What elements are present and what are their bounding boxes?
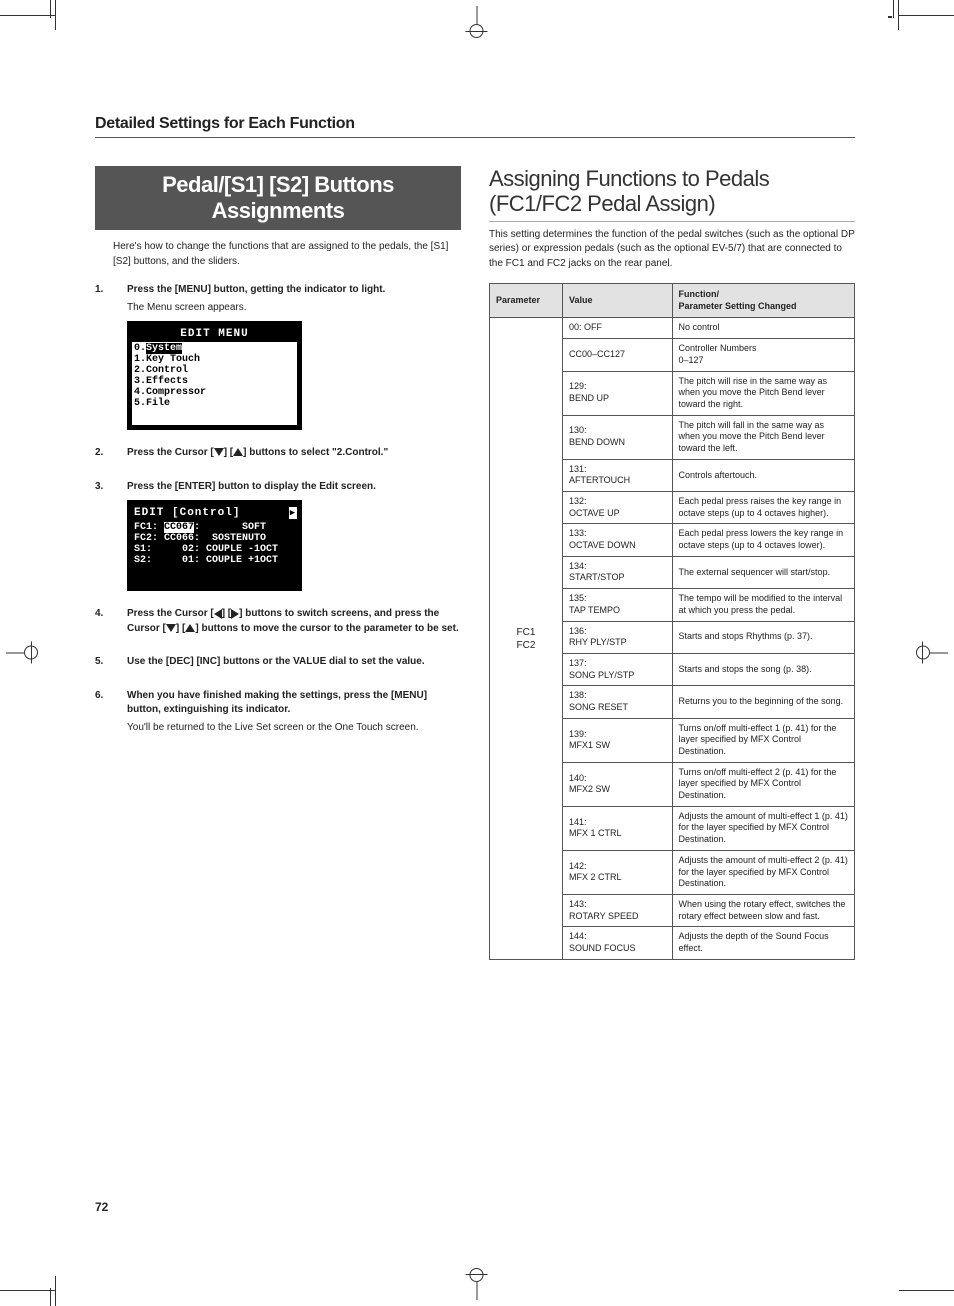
value-cell: 140:MFX2 SW — [563, 762, 673, 806]
value-cell: 143:ROTARY SPEED — [563, 894, 673, 926]
step-number: 1. — [95, 283, 117, 430]
function-cell: Controls aftertouch. — [672, 459, 855, 491]
page-number: 72 — [95, 1200, 108, 1214]
lcd-edit-control: EDIT [Control] ▶ FC1: CC067: SOFT FC2: C… — [127, 500, 302, 591]
parameter-table: Parameter Value Function/Parameter Setti… — [489, 283, 855, 960]
value-cell: 137:SONG PLY/STP — [563, 653, 673, 685]
value-cell: CC00–CC127 — [563, 339, 673, 371]
function-cell: Starts and stops the song (p. 38). — [672, 653, 855, 685]
function-cell: Adjusts the amount of multi-effect 2 (p.… — [672, 850, 855, 894]
function-cell: Adjusts the depth of the Sound Focus eff… — [672, 927, 855, 959]
step-sub: You'll be returned to the Live Set scree… — [127, 721, 461, 736]
function-cell: Returns you to the beginning of the song… — [672, 686, 855, 718]
cursor-down-icon — [166, 624, 176, 632]
step-2: 2. Press the Cursor [] [] buttons to sel… — [95, 446, 461, 464]
steps-list: 1. Press the [MENU] button, getting the … — [95, 283, 461, 735]
table-row: FC1FC200: OFFNo control — [490, 318, 855, 339]
step-1: 1. Press the [MENU] button, getting the … — [95, 283, 461, 430]
cursor-right-icon — [231, 609, 239, 619]
lcd-body: FC1: CC067: SOFT FC2: CC066: SOSTENUTO S… — [132, 521, 297, 586]
cursor-up-icon — [233, 448, 243, 456]
value-cell: 130:BEND DOWN — [563, 415, 673, 459]
step-number: 5. — [95, 655, 117, 673]
step-number: 3. — [95, 480, 117, 592]
function-cell: Each pedal press lowers the key range in… — [672, 524, 855, 556]
function-cell: When using the rotary effect, switches t… — [672, 894, 855, 926]
subsection-intro: This setting determines the function of … — [489, 228, 855, 272]
banner-title: Pedal/[S1] [S2] Buttons Assignments — [95, 166, 461, 230]
function-cell: The tempo will be modified to the interv… — [672, 589, 855, 621]
step-title: When you have finished making the settin… — [127, 689, 461, 718]
value-cell: 134:START/STOP — [563, 556, 673, 588]
function-cell: Each pedal press raises the key range in… — [672, 492, 855, 524]
function-cell: The external sequencer will start/stop. — [672, 556, 855, 588]
step-title: Use the [DEC] [INC] buttons or the VALUE… — [127, 655, 461, 670]
value-cell: 139:MFX1 SW — [563, 718, 673, 762]
section-header: Detailed Settings for Each Function — [95, 115, 855, 138]
step-4: 4. Press the Cursor [] [] buttons to swi… — [95, 607, 461, 639]
step-5: 5. Use the [DEC] [INC] buttons or the VA… — [95, 655, 461, 673]
value-cell: 131:AFTERTOUCH — [563, 459, 673, 491]
step-title: Press the Cursor [] [] buttons to select… — [127, 446, 461, 461]
value-cell: 133:OCTAVE DOWN — [563, 524, 673, 556]
lcd-header: EDIT MENU — [132, 326, 297, 342]
page-content: Detailed Settings for Each Function Peda… — [95, 115, 855, 960]
table-header-row: Parameter Value Function/Parameter Setti… — [490, 284, 855, 318]
step-title: Press the Cursor [] [] buttons to switch… — [127, 607, 461, 636]
value-cell: 138:SONG RESET — [563, 686, 673, 718]
lcd-edit-menu: EDIT MENU 0.System 1.Key Touch 2.Control… — [127, 321, 302, 430]
value-cell: 142:MFX 2 CTRL — [563, 850, 673, 894]
step-number: 4. — [95, 607, 117, 639]
param-cell: FC1FC2 — [490, 318, 563, 959]
intro-text: Here's how to change the functions that … — [113, 240, 461, 269]
step-number: 6. — [95, 689, 117, 736]
step-number: 2. — [95, 446, 117, 464]
header-value: Value — [563, 284, 673, 318]
value-cell: 141:MFX 1 CTRL — [563, 806, 673, 850]
step-title: Press the [MENU] button, getting the ind… — [127, 283, 461, 298]
function-cell: No control — [672, 318, 855, 339]
step-sub: The Menu screen appears. — [127, 301, 461, 316]
right-column: Assigning Functions to Pedals (FC1/FC2 P… — [489, 166, 855, 960]
step-title: Press the [ENTER] button to display the … — [127, 480, 461, 495]
value-cell: 144:SOUND FOCUS — [563, 927, 673, 959]
value-cell: 132:OCTAVE UP — [563, 492, 673, 524]
cursor-left-icon — [214, 609, 222, 619]
cursor-up-icon — [185, 624, 195, 632]
function-cell: Turns on/off multi-effect 1 (p. 41) for … — [672, 718, 855, 762]
right-arrow-icon: ▶ — [289, 507, 297, 519]
cursor-down-icon — [214, 448, 224, 456]
step-6: 6. When you have finished making the set… — [95, 689, 461, 736]
left-column: Pedal/[S1] [S2] Buttons Assignments Here… — [95, 166, 461, 960]
subsection-heading: Assigning Functions to Pedals (FC1/FC2 P… — [489, 166, 855, 222]
lcd-header: EDIT [Control] ▶ — [132, 505, 297, 521]
function-cell: Adjusts the amount of multi-effect 1 (p.… — [672, 806, 855, 850]
value-cell: 00: OFF — [563, 318, 673, 339]
value-cell: 135:TAP TEMPO — [563, 589, 673, 621]
header-function: Function/Parameter Setting Changed — [672, 284, 855, 318]
step-3: 3. Press the [ENTER] button to display t… — [95, 480, 461, 592]
function-cell: Starts and stops Rhythms (p. 37). — [672, 621, 855, 653]
lcd-body: 0.System 1.Key Touch 2.Control 3.Effects… — [132, 342, 297, 425]
function-cell: The pitch will fall in the same way as w… — [672, 415, 855, 459]
function-cell: Controller Numbers0–127 — [672, 339, 855, 371]
header-parameter: Parameter — [490, 284, 563, 318]
value-cell: 129:BEND UP — [563, 371, 673, 415]
function-cell: The pitch will rise in the same way as w… — [672, 371, 855, 415]
value-cell: 136:RHY PLY/STP — [563, 621, 673, 653]
function-cell: Turns on/off multi-effect 2 (p. 41) for … — [672, 762, 855, 806]
